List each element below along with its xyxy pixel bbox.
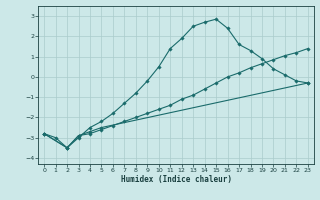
X-axis label: Humidex (Indice chaleur): Humidex (Indice chaleur) xyxy=(121,175,231,184)
